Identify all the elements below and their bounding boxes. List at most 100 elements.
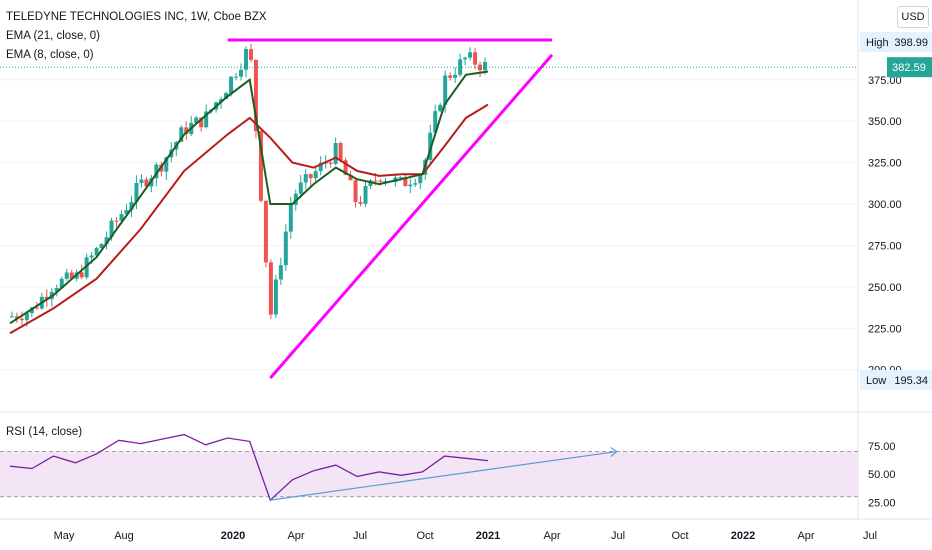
- candle-body: [144, 179, 149, 187]
- price-tick-label: 275.00: [868, 240, 902, 252]
- candle-body: [234, 76, 239, 78]
- candle-body: [443, 75, 448, 105]
- time-tick-label: Jul: [611, 530, 625, 542]
- candle-body: [398, 177, 403, 179]
- candle-body: [383, 181, 388, 183]
- candle-body: [473, 52, 478, 65]
- candle-body: [288, 204, 293, 232]
- ema21-line: [9, 103, 489, 335]
- low-marker-value: 195.34: [894, 375, 928, 387]
- rsi-trendline-arrow: [610, 447, 618, 458]
- time-tick-label: Apr: [543, 530, 560, 542]
- candle-body: [79, 272, 84, 278]
- candle-body: [348, 174, 353, 181]
- high-marker-value: 398.99: [894, 37, 928, 49]
- candle-body: [373, 180, 378, 182]
- price-tick-label: 225.00: [868, 323, 902, 335]
- high-marker-label: High: [866, 37, 889, 49]
- high-marker-bg: [860, 32, 932, 52]
- candle-body: [273, 279, 278, 315]
- candle-body: [353, 180, 358, 203]
- candle-body: [229, 76, 234, 94]
- time-tick-label: 2022: [731, 530, 755, 542]
- candle-body: [263, 200, 268, 263]
- candle-body: [318, 162, 323, 172]
- grid: [0, 79, 858, 371]
- candle-body: [243, 49, 248, 70]
- candle-body: [448, 75, 453, 78]
- low-marker-bg: [860, 370, 932, 390]
- candle-body: [164, 157, 169, 172]
- time-tick-label: Jul: [353, 530, 367, 542]
- price-tick-label: 250.00: [868, 282, 902, 294]
- rsi-tick-label: 50.00: [868, 469, 896, 481]
- candle-body: [303, 174, 308, 183]
- candle-body: [199, 117, 204, 128]
- high-marker: High 398.99: [860, 32, 932, 52]
- candle-body: [224, 93, 229, 100]
- candle-body: [89, 255, 94, 258]
- candle-body: [253, 59, 258, 132]
- candle-body: [363, 185, 368, 204]
- candle-body: [124, 210, 129, 215]
- candle-body: [308, 174, 313, 179]
- candle-body: [54, 287, 59, 292]
- rsi-tick-label: 75.00: [868, 441, 896, 453]
- last-price-value: 382.59: [892, 62, 926, 74]
- candle-body: [313, 171, 318, 179]
- candle-body: [14, 316, 19, 319]
- price-axis: 375.00 350.00 325.00 300.00 275.00 250.00 225.…: [868, 75, 902, 377]
- low-marker: Low 195.34: [860, 370, 932, 390]
- time-tick-label: Aug: [114, 530, 134, 542]
- candle-body: [268, 262, 273, 315]
- candle-body: [44, 296, 49, 300]
- rsi-line: [9, 433, 489, 502]
- candle-body: [298, 182, 303, 194]
- candle-body: [278, 265, 283, 280]
- time-tick-label: May: [54, 530, 75, 542]
- symbol-title: TELEDYNE TECHNOLOGIES INC, 1W, Cboe BZX: [6, 11, 267, 23]
- candle-body: [378, 180, 383, 182]
- candle-body: [104, 237, 109, 244]
- time-tick-label: Oct: [416, 530, 433, 542]
- rsi-band: [0, 451, 858, 497]
- candles: [9, 43, 488, 327]
- candle-body: [458, 59, 463, 75]
- candle-body: [24, 313, 29, 321]
- candle-body: [418, 174, 423, 184]
- rsi-axis: 75.00 50.00 25.00: [868, 441, 896, 509]
- rsi-trendline: [270, 450, 617, 501]
- candle-body: [343, 160, 348, 175]
- rsi-legend: RSI (14, close): [6, 426, 83, 438]
- last-price-badge-bg: [887, 57, 932, 78]
- candle-body: [403, 177, 408, 187]
- price-tick-label: 350.00: [868, 116, 902, 128]
- candle-body: [139, 179, 144, 184]
- currency-button[interactable]: USD: [897, 6, 929, 28]
- candle-body: [19, 318, 24, 321]
- candle-body: [358, 202, 363, 204]
- time-axis: May Aug 2020 Apr Jul Oct 2021 Apr Jul Oct 2022 Apr J…: [54, 530, 877, 542]
- candle-body: [184, 127, 189, 135]
- price-tick-label: 300.00: [868, 199, 902, 211]
- candle-body: [258, 131, 263, 201]
- candle-body: [154, 164, 159, 179]
- ema8-legend: EMA (8, close, 0): [6, 49, 94, 61]
- price-tick-label: 325.00: [868, 158, 902, 170]
- candle-body: [293, 193, 298, 205]
- candle-body: [283, 231, 288, 266]
- trendline-support: [269, 53, 554, 379]
- candle-body: [463, 57, 468, 60]
- candle-body: [328, 162, 333, 164]
- candle-body: [468, 52, 473, 58]
- rsi-tick-label: 25.00: [868, 497, 896, 509]
- candle-body: [109, 220, 114, 238]
- candle-body: [338, 143, 343, 161]
- candle-body: [94, 248, 99, 256]
- candle-body: [453, 74, 458, 78]
- candle-body: [84, 257, 89, 278]
- candle-body: [333, 143, 338, 164]
- time-tick-label: Apr: [797, 530, 814, 542]
